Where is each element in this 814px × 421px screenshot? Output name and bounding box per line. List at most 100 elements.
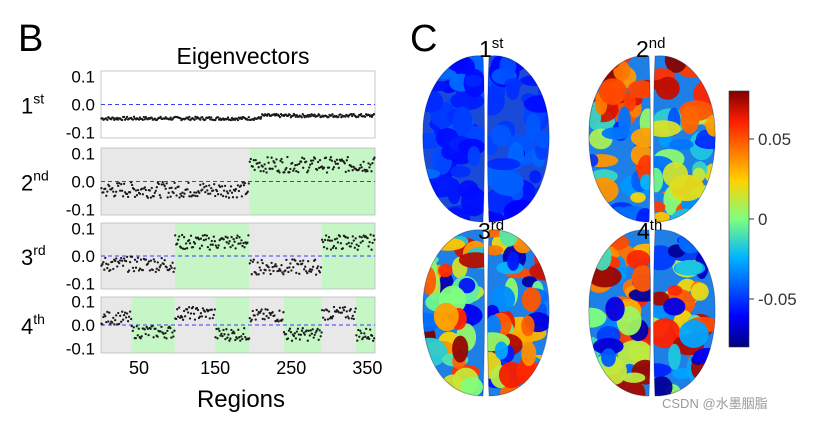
data-point xyxy=(121,318,125,321)
data-point xyxy=(153,260,156,263)
data-point xyxy=(220,185,224,188)
data-point xyxy=(327,115,330,119)
data-point xyxy=(323,238,327,242)
points-1 xyxy=(100,112,376,122)
hemisphere-outline xyxy=(422,55,485,223)
data-point xyxy=(174,234,177,237)
data-point xyxy=(129,181,133,184)
data-point xyxy=(133,258,137,261)
activation-patch xyxy=(705,114,716,137)
data-point xyxy=(242,184,246,187)
data-point xyxy=(200,244,204,247)
data-point xyxy=(340,311,344,314)
data-point xyxy=(369,163,372,166)
data-point xyxy=(291,258,294,261)
data-point xyxy=(131,118,135,121)
data-point xyxy=(309,268,312,271)
data-point xyxy=(294,259,297,262)
data-point xyxy=(346,236,349,239)
data-point xyxy=(353,246,356,249)
data-point xyxy=(324,156,328,159)
data-point xyxy=(208,248,211,251)
data-point xyxy=(357,328,360,332)
data-point xyxy=(227,333,230,336)
data-point xyxy=(178,306,181,309)
data-point xyxy=(212,313,215,317)
data-point xyxy=(264,269,267,272)
data-point xyxy=(313,113,316,116)
data-point xyxy=(164,331,167,335)
data-point xyxy=(158,193,161,197)
data-point xyxy=(281,161,284,164)
data-point xyxy=(267,266,270,269)
data-point xyxy=(371,161,374,165)
data-point xyxy=(182,195,185,198)
data-point xyxy=(235,196,239,199)
activation-patch xyxy=(467,146,481,167)
data-point xyxy=(182,309,186,313)
data-point xyxy=(270,156,273,159)
data-point xyxy=(259,169,262,173)
data-point xyxy=(152,258,155,261)
data-point xyxy=(366,169,369,173)
data-point xyxy=(309,163,312,166)
data-point xyxy=(187,238,191,242)
data-point xyxy=(250,273,253,276)
brain-label-suffix: nd xyxy=(649,35,666,52)
activation-patch xyxy=(653,291,670,306)
activation-patch xyxy=(653,376,673,396)
data-point xyxy=(323,318,327,321)
data-point xyxy=(257,273,260,276)
data-point xyxy=(117,311,120,315)
x-tick-label: 150 xyxy=(200,358,230,378)
activation-patch xyxy=(422,90,444,113)
data-point xyxy=(344,316,347,319)
data-point xyxy=(266,114,269,117)
data-point xyxy=(249,259,252,262)
data-point xyxy=(344,236,347,239)
data-point xyxy=(363,168,366,171)
data-point xyxy=(216,116,220,119)
activation-patch xyxy=(422,168,441,180)
data-point xyxy=(147,333,150,337)
data-point xyxy=(118,322,121,326)
data-point xyxy=(185,308,189,311)
brain-labels: 1st 2nd 3rd 4th xyxy=(478,35,665,244)
data-point xyxy=(301,156,304,159)
data-point xyxy=(195,191,198,194)
data-point xyxy=(314,273,318,276)
data-point xyxy=(225,241,228,244)
data-point xyxy=(223,333,226,336)
brain-label-number: 3 xyxy=(478,218,491,244)
data-point xyxy=(333,238,337,241)
colorbar-tick-label: -0.05 xyxy=(758,290,797,309)
data-point xyxy=(302,259,305,262)
brain-label-2: 2nd xyxy=(636,35,665,62)
data-point xyxy=(133,195,137,199)
data-point xyxy=(221,194,225,198)
data-point xyxy=(285,258,288,262)
data-point xyxy=(121,189,124,192)
data-point xyxy=(197,238,201,241)
data-point xyxy=(227,242,230,245)
data-point xyxy=(199,183,202,187)
activation-patch xyxy=(430,237,466,251)
band-4-6 xyxy=(283,297,322,353)
data-point xyxy=(373,337,376,340)
data-point xyxy=(202,238,206,242)
data-point xyxy=(331,246,335,249)
data-point xyxy=(175,317,178,321)
data-point xyxy=(227,196,231,199)
data-point xyxy=(135,325,138,328)
data-point xyxy=(103,268,106,271)
data-point xyxy=(352,317,355,321)
activation-patch xyxy=(592,229,607,251)
data-point xyxy=(345,242,348,246)
data-point xyxy=(163,184,166,188)
data-point xyxy=(299,259,302,263)
data-point xyxy=(199,118,202,121)
data-point xyxy=(207,237,210,240)
activation-patch xyxy=(613,60,631,81)
data-point xyxy=(326,318,330,321)
data-point xyxy=(166,196,169,199)
